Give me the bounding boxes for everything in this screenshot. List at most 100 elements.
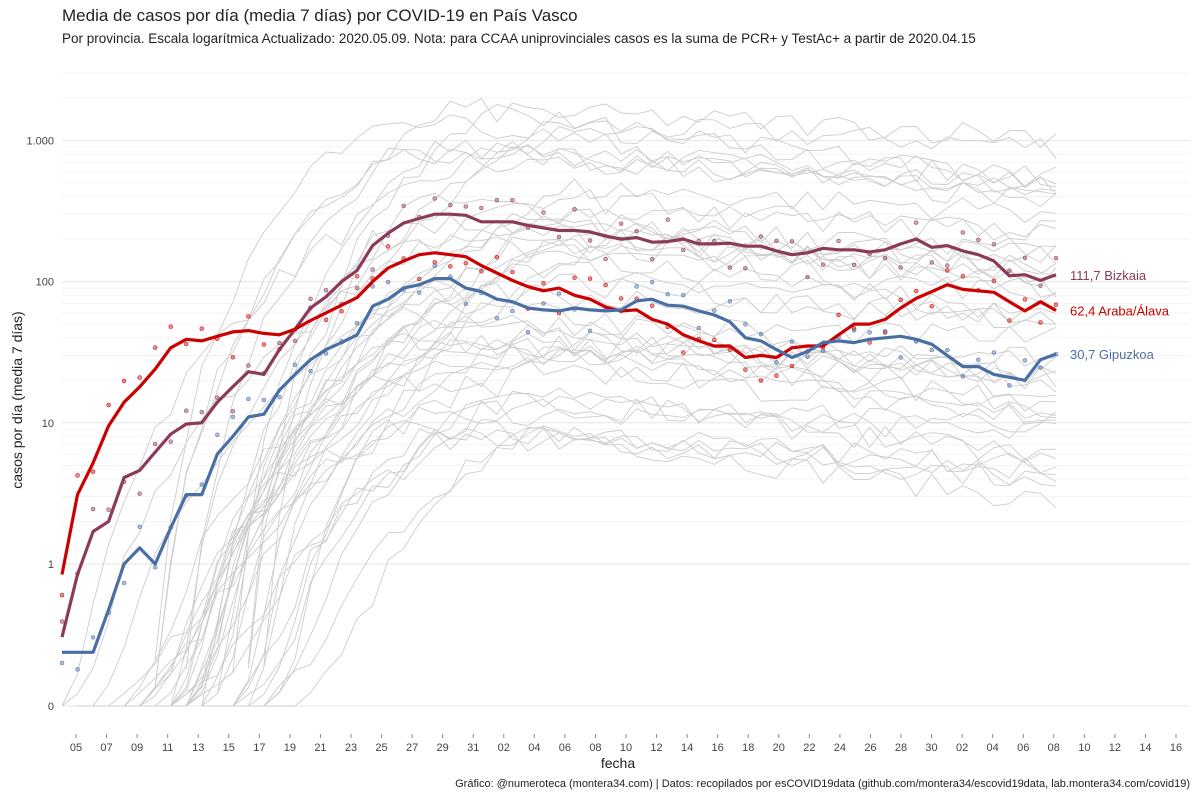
background-province-line bbox=[185, 147, 1057, 670]
daily-point bbox=[59, 592, 65, 598]
background-province-line bbox=[247, 192, 1057, 669]
background-province-line bbox=[247, 374, 1057, 707]
daily-point bbox=[603, 256, 608, 262]
daily-point bbox=[292, 362, 298, 367]
daily-point bbox=[712, 308, 717, 313]
background-province-line bbox=[232, 244, 1057, 707]
background-province-line bbox=[139, 331, 1057, 707]
daily-point bbox=[106, 507, 111, 512]
daily-point bbox=[1022, 255, 1028, 261]
daily-point bbox=[1038, 320, 1043, 325]
daily-point bbox=[230, 408, 236, 414]
daily-point bbox=[432, 259, 437, 265]
daily-case-points bbox=[59, 196, 1059, 672]
daily-point bbox=[898, 297, 903, 303]
daily-point bbox=[789, 239, 795, 244]
background-province-line bbox=[216, 125, 1057, 695]
x-tick-label: 10 bbox=[620, 742, 632, 754]
series-end-label: 111,7 Bizkaia bbox=[1070, 268, 1147, 283]
background-province-line bbox=[185, 219, 1057, 707]
daily-point bbox=[339, 309, 344, 314]
daily-point bbox=[634, 284, 639, 289]
daily-point bbox=[75, 667, 80, 672]
x-tick-label: 31 bbox=[467, 742, 479, 754]
background-province-line bbox=[77, 406, 1057, 707]
x-tick-label: 19 bbox=[284, 742, 296, 754]
background-province-line bbox=[93, 331, 1057, 707]
daily-point bbox=[525, 329, 531, 335]
x-tick-label: 07 bbox=[100, 742, 112, 754]
background-province-line bbox=[201, 229, 1057, 707]
daily-point bbox=[882, 255, 888, 261]
daily-point bbox=[712, 337, 717, 343]
x-tick-label: 15 bbox=[223, 742, 235, 754]
daily-point bbox=[199, 482, 205, 487]
background-province-line bbox=[217, 337, 1057, 707]
daily-point bbox=[743, 265, 748, 271]
daily-point bbox=[556, 234, 562, 240]
x-tick-label: 06 bbox=[559, 742, 571, 754]
background-province-line bbox=[61, 189, 1057, 707]
daily-point bbox=[649, 303, 655, 308]
x-tick-label: 14 bbox=[681, 742, 693, 754]
y-tick-label: 0 bbox=[48, 701, 54, 713]
daily-point bbox=[292, 338, 298, 344]
background-province-line bbox=[170, 178, 1057, 707]
daily-point bbox=[277, 340, 282, 346]
daily-point bbox=[323, 317, 329, 323]
x-tick-label: 08 bbox=[1048, 742, 1060, 754]
daily-point bbox=[463, 261, 469, 266]
background-province-line bbox=[186, 261, 1057, 707]
background-province-line bbox=[170, 215, 1057, 707]
daily-point bbox=[261, 397, 267, 403]
daily-point bbox=[354, 285, 360, 291]
daily-point bbox=[59, 660, 65, 666]
daily-point bbox=[898, 265, 903, 270]
daily-point bbox=[649, 256, 655, 262]
y-tick-label: 100 bbox=[36, 277, 54, 289]
series-line-gipuzkoa bbox=[62, 277, 1057, 654]
daily-point bbox=[510, 269, 515, 275]
daily-point bbox=[960, 230, 966, 235]
background-province-line bbox=[247, 103, 1057, 664]
daily-point bbox=[121, 378, 127, 384]
daily-point bbox=[774, 238, 779, 244]
daily-point bbox=[261, 342, 267, 347]
daily-point bbox=[851, 262, 857, 268]
daily-point bbox=[479, 205, 484, 211]
x-tick-label: 12 bbox=[1109, 742, 1121, 754]
daily-point bbox=[432, 196, 437, 201]
y-tick-label: 1 bbox=[48, 559, 54, 571]
background-province-line bbox=[124, 398, 1057, 707]
daily-point bbox=[851, 328, 857, 333]
x-tick-label: 04 bbox=[987, 742, 999, 754]
daily-point bbox=[929, 260, 934, 265]
background-province-line bbox=[108, 332, 1057, 707]
daily-point bbox=[230, 354, 236, 360]
x-tick-label: 23 bbox=[345, 742, 357, 754]
daily-point bbox=[882, 328, 888, 334]
x-tick-label: 21 bbox=[314, 742, 326, 754]
daily-point bbox=[463, 301, 469, 307]
daily-point bbox=[199, 326, 205, 331]
daily-point bbox=[882, 330, 888, 335]
background-province-line bbox=[248, 420, 1057, 707]
daily-point bbox=[184, 408, 189, 413]
daily-point bbox=[805, 274, 810, 280]
background-province-line bbox=[248, 429, 1057, 707]
series-end-labels: 111,7 Bizkaia 62,4 Araba/Álava 30,7 Gipuzk… bbox=[1070, 268, 1170, 362]
x-tick-label: 05 bbox=[70, 742, 82, 754]
daily-point bbox=[246, 314, 251, 319]
series-line-bizkaia bbox=[60, 212, 1057, 638]
daily-point bbox=[867, 330, 872, 335]
daily-point bbox=[1007, 268, 1012, 273]
daily-point bbox=[758, 234, 764, 239]
chart-title: Media de casos por día (media 7 días) po… bbox=[62, 6, 578, 25]
daily-point bbox=[354, 274, 360, 279]
x-tick-label: 02 bbox=[956, 742, 968, 754]
daily-point bbox=[743, 322, 748, 327]
daily-point bbox=[898, 355, 903, 360]
daily-point bbox=[1053, 302, 1059, 307]
daily-point bbox=[649, 279, 655, 285]
x-tick-label: 24 bbox=[834, 742, 846, 754]
